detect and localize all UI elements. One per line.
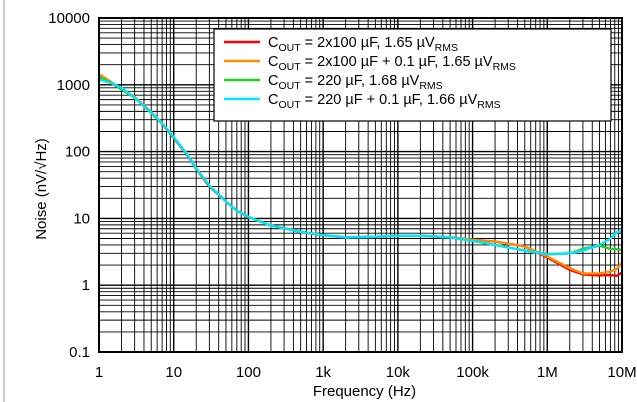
series-layer: [98, 73, 623, 278]
series-line-4: [98, 78, 623, 256]
x-tick-label: 10M: [607, 364, 636, 381]
x-tick-label: 10k: [386, 364, 411, 381]
y-tick-label: 100: [65, 144, 90, 161]
x-axis-title: Frequency (Hz): [313, 383, 416, 400]
legend-label-4: COUT = 220 µF + 0.1 µF, 1.66 µVRMS: [268, 92, 501, 111]
y-tick-label: 10: [73, 210, 90, 227]
y-axis-title: Noise (nV/√Hz): [33, 138, 50, 240]
legend-label-3: COUT = 220 µF, 1.68 µVRMS: [268, 73, 443, 92]
x-tick-label: 1k: [315, 364, 331, 381]
x-tick-label: 100: [236, 364, 261, 381]
plot-frame: [98, 17, 623, 353]
y-tick-label: 0.1: [69, 344, 90, 361]
legend-box: [213, 28, 612, 122]
y-tick-label: 1: [82, 277, 90, 294]
y-tick-labels: 0.1 1 10 100 1000 10000: [48, 10, 90, 361]
x-tick-label: 100k: [456, 364, 489, 381]
x-tick-label: 10: [165, 364, 182, 381]
x-tick-label: 1: [95, 364, 103, 381]
x-tick-label: 1M: [537, 364, 558, 381]
y-tick-label: 1000: [57, 77, 90, 94]
legend-label-1: COUT = 2x100 µF, 1.65 µVRMS: [268, 35, 458, 54]
y-tick-label: 10000: [48, 10, 90, 27]
legend-label-2: COUT = 2x100 µF + 0.1 µF, 1.65 µVRMS: [268, 54, 516, 73]
x-tick-labels: 1 10 100 1k 10k 100k 1M 10M: [95, 364, 637, 381]
